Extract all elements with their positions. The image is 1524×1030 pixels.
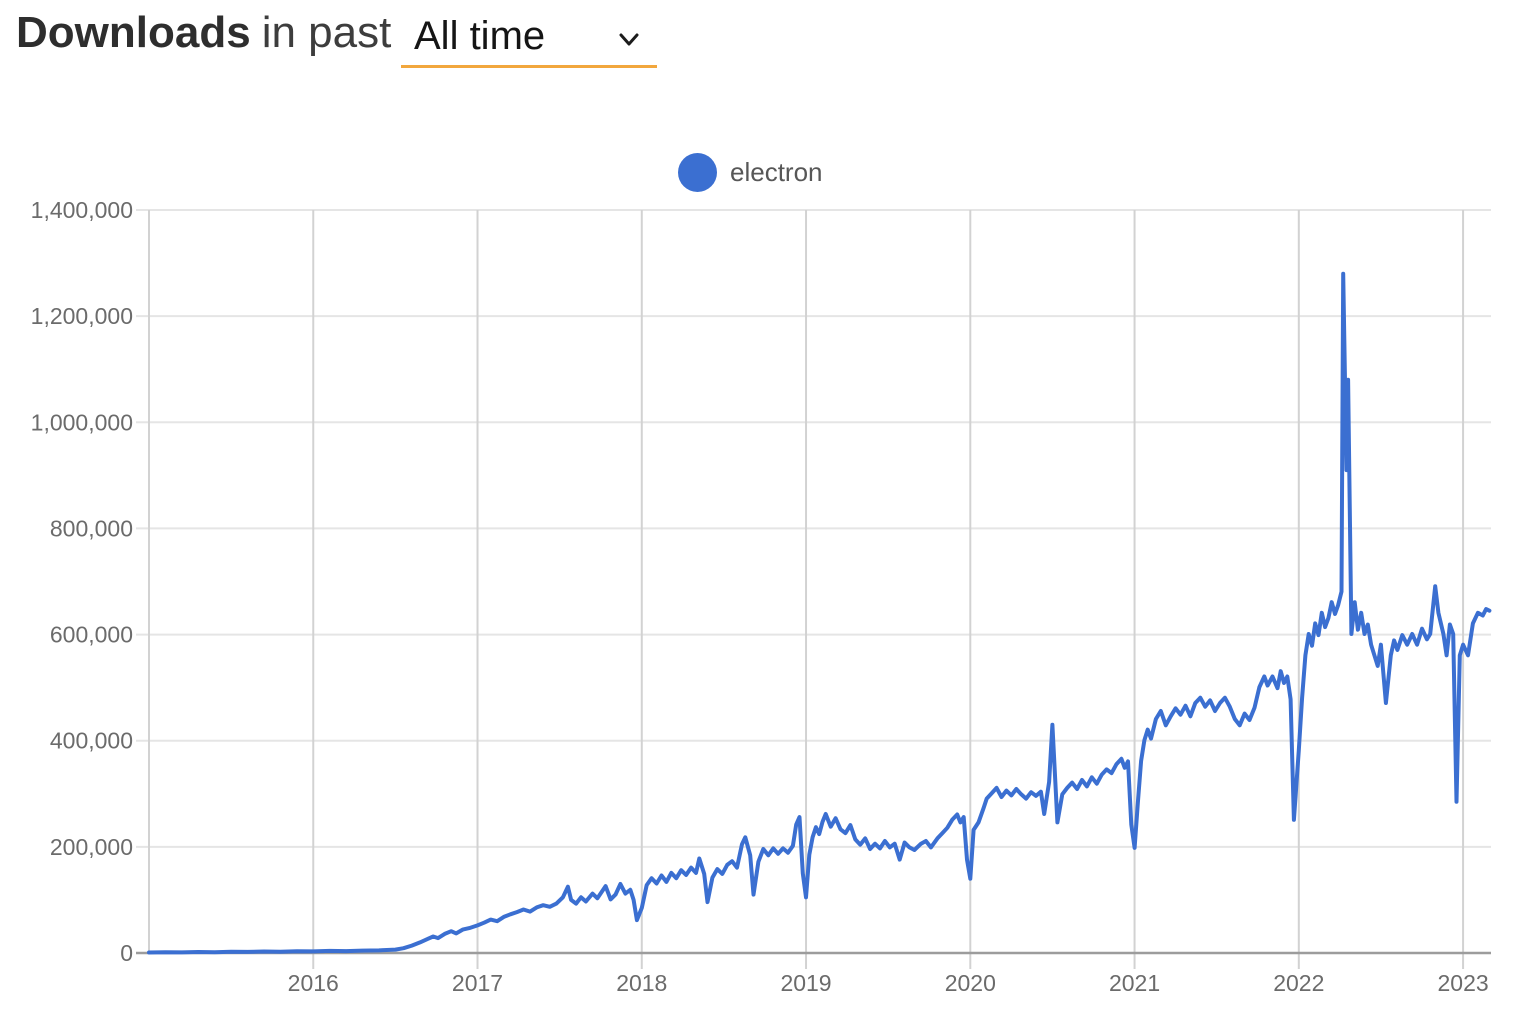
page-title-bold: Downloads xyxy=(16,8,251,57)
x-axis-label: 2016 xyxy=(288,970,339,996)
x-axis-label: 2019 xyxy=(780,970,831,996)
legend-label: electron xyxy=(730,157,823,187)
y-axis-label: 800,000 xyxy=(50,515,133,541)
y-axis-label: 1,400,000 xyxy=(31,197,133,223)
series-line-electron[interactable] xyxy=(147,271,1492,955)
page-title-rest: in past xyxy=(261,8,392,57)
y-axis-label: 0 xyxy=(120,940,133,966)
x-axis-label: 2018 xyxy=(616,970,667,996)
y-axis-label: 1,000,000 xyxy=(31,409,133,435)
y-axis-label: 200,000 xyxy=(50,834,133,860)
legend-swatch-electron xyxy=(678,153,717,192)
y-axis-label: 600,000 xyxy=(50,622,133,648)
time-range-value: All time xyxy=(414,14,546,58)
x-axis-label: 2020 xyxy=(945,970,996,996)
x-axis-label: 2023 xyxy=(1437,970,1488,996)
time-range-select[interactable]: All time xyxy=(401,8,657,68)
legend: electron xyxy=(678,153,823,192)
chevron-down-icon xyxy=(617,32,641,48)
x-axis-label: 2022 xyxy=(1273,970,1324,996)
page-title: Downloads in past xyxy=(16,8,391,72)
x-axis-label: 2017 xyxy=(452,970,503,996)
y-axis-label: 1,200,000 xyxy=(31,303,133,329)
y-axis-label: 400,000 xyxy=(50,728,133,754)
x-axis-label: 2021 xyxy=(1109,970,1160,996)
